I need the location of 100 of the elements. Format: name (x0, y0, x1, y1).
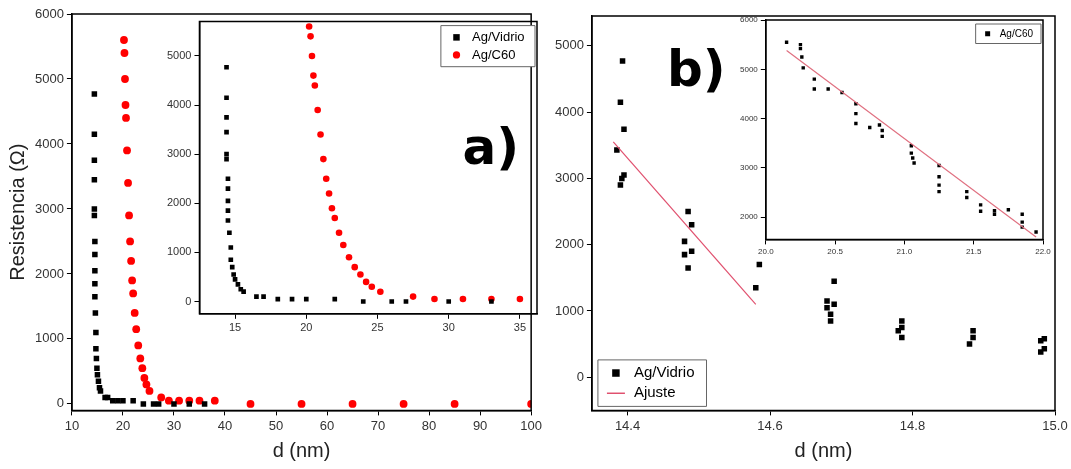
y-tick-label: 5000 (740, 64, 759, 74)
point (827, 318, 834, 324)
y-tick-label: 5000 (555, 37, 584, 53)
x-tick-label: 22.0 (1035, 247, 1052, 257)
point (126, 237, 134, 246)
point (621, 126, 627, 133)
point (619, 58, 626, 64)
y-tick-label: 2000 (166, 196, 192, 209)
point (186, 401, 193, 407)
point (899, 334, 905, 341)
point (826, 87, 830, 91)
point (92, 310, 99, 316)
annotation: a) (462, 118, 520, 176)
point (130, 397, 136, 404)
point (909, 151, 914, 155)
point (92, 267, 98, 274)
point (335, 229, 343, 237)
point (978, 203, 983, 207)
point (409, 293, 417, 300)
x-tick-label: 50 (268, 417, 284, 433)
point (224, 151, 229, 157)
point (446, 299, 452, 304)
x-tick-label: 10 (64, 417, 80, 433)
point (157, 393, 166, 402)
point (127, 257, 136, 265)
x-tick-label: 100 (520, 417, 543, 433)
point (314, 106, 321, 114)
point (360, 299, 366, 304)
point (210, 396, 219, 405)
point (899, 324, 905, 331)
point (235, 282, 241, 287)
point (310, 72, 317, 79)
point (150, 401, 157, 407)
point (812, 87, 816, 91)
point (801, 66, 805, 70)
point (351, 263, 359, 271)
point (303, 296, 309, 302)
point (800, 55, 804, 59)
annotation: b) (666, 40, 726, 98)
point (155, 401, 162, 407)
point (140, 374, 149, 382)
y-tick-label: 4000 (35, 135, 64, 151)
point (1041, 346, 1048, 352)
point (685, 208, 691, 215)
x-tick-label: 25 (371, 321, 384, 334)
point (297, 400, 306, 408)
point (854, 121, 858, 126)
point (228, 257, 234, 263)
point (225, 218, 231, 223)
point (224, 156, 229, 162)
point (120, 49, 129, 57)
point (224, 64, 229, 70)
x-tick-label: 30 (166, 417, 182, 433)
x-tick-label: 20 (300, 321, 313, 334)
point (322, 175, 330, 183)
point (120, 36, 128, 44)
y-tick-label: 4000 (166, 98, 192, 111)
x-tick-label: 30 (442, 321, 455, 334)
point (389, 299, 395, 304)
point (399, 400, 408, 408)
point (124, 179, 132, 187)
point (1041, 336, 1048, 342)
x-tick-label: 60 (319, 417, 335, 433)
point (232, 277, 238, 282)
x-tick-label: 20.5 (827, 247, 844, 257)
point (97, 388, 104, 394)
x-tick-label: 15 (228, 321, 242, 334)
point (121, 101, 130, 109)
point (937, 175, 941, 179)
point (231, 272, 236, 277)
point (377, 288, 384, 295)
point (1006, 208, 1011, 212)
point (332, 296, 338, 302)
point (122, 114, 130, 122)
point (970, 328, 976, 334)
point (261, 294, 266, 299)
point (937, 183, 941, 187)
point (225, 176, 231, 182)
point (275, 296, 281, 302)
x-tick-label: 70 (370, 417, 386, 433)
y-tick-label: 5000 (35, 70, 64, 86)
y-tick-label: 5000 (166, 49, 192, 62)
point (129, 289, 138, 298)
point (307, 33, 314, 40)
point (92, 293, 98, 300)
point (784, 40, 789, 44)
point (225, 208, 231, 213)
point (831, 278, 837, 284)
x-tick-label: 14.8 (899, 417, 926, 433)
x-tick-label: 20 (115, 417, 131, 433)
point (340, 241, 347, 249)
point (489, 299, 494, 304)
point (93, 345, 99, 352)
y-tick-label: 1000 (555, 302, 584, 318)
point (224, 95, 229, 101)
point (140, 401, 147, 407)
x-tick-label: 35 (513, 321, 527, 334)
point (812, 77, 816, 81)
point (617, 99, 624, 105)
y-tick-label: 1000 (35, 330, 64, 346)
